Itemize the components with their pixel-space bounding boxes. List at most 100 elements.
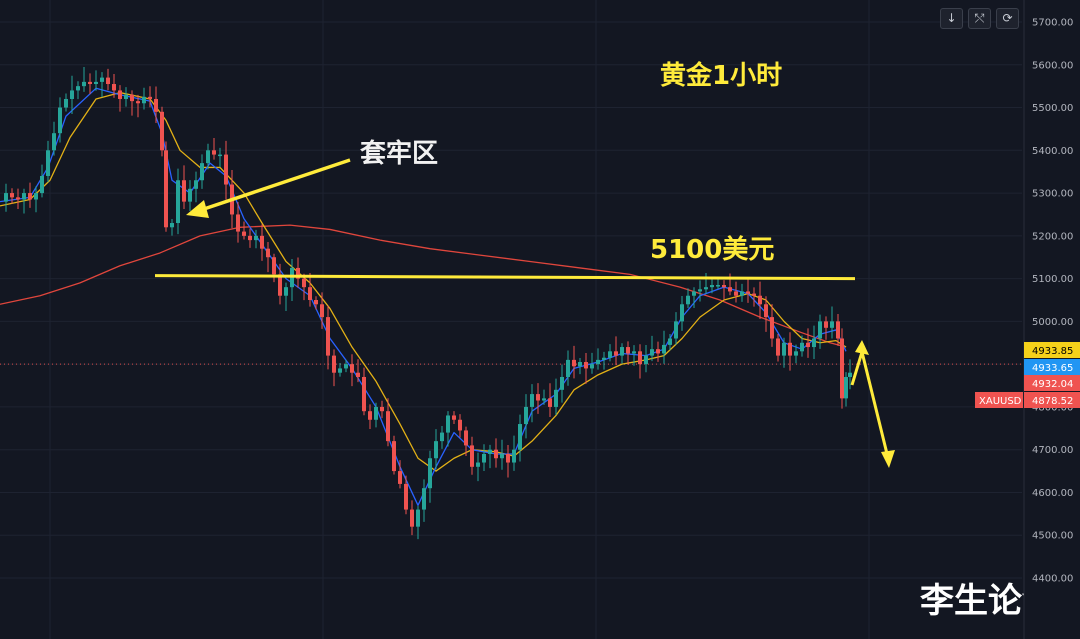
candle-up	[40, 175, 44, 194]
symbol-tag-label: XAUUSD	[979, 396, 1022, 407]
candle-down	[88, 81, 92, 85]
axis-tick-label: 5200.00	[1032, 231, 1073, 242]
candle-up	[416, 509, 420, 527]
price-axis[interactable]: 5700.00 5600.00 5500.00 5400.00 5300.00 5200.…	[1023, 0, 1080, 639]
candle-up	[800, 342, 804, 352]
axis-tick-label: 5000.00	[1032, 317, 1073, 328]
candle-up	[782, 342, 786, 356]
candle-up	[76, 86, 80, 91]
candle-up	[428, 458, 432, 489]
candle-down	[212, 150, 216, 155]
candle-up	[34, 193, 38, 200]
candle-down	[614, 351, 618, 356]
candle-up	[170, 223, 174, 228]
candle-down	[806, 342, 810, 348]
candle-up	[64, 98, 68, 108]
candle-up	[22, 193, 26, 200]
candle-up	[686, 295, 690, 305]
candle-up	[488, 449, 492, 454]
candle-down	[506, 453, 510, 463]
candle-up	[70, 90, 74, 99]
candle-down	[470, 445, 474, 467]
level-5100-line	[154, 274, 856, 281]
candle-down	[106, 77, 110, 85]
candle-down	[266, 248, 270, 258]
candle-down	[764, 304, 768, 318]
candle-up	[794, 351, 798, 356]
candle-up	[698, 289, 702, 292]
candle-up	[704, 287, 708, 290]
candle-up	[632, 351, 636, 354]
trap-arrow-head	[186, 200, 209, 218]
candle-down	[154, 98, 158, 112]
candle-up	[590, 364, 594, 369]
axis-tick-label: 4400.00	[1032, 574, 1073, 585]
axis-tick-label: 4700.00	[1032, 445, 1073, 456]
price-labels: 4933.85 4933.65 4932.04 4878.52 XAUUSD	[975, 342, 1080, 408]
candle-down	[840, 338, 844, 399]
candle-down	[494, 449, 498, 459]
candle-down	[224, 154, 228, 185]
candle-down	[112, 84, 116, 91]
candle-down	[404, 483, 408, 510]
candle-up	[476, 462, 480, 467]
candle-up	[602, 357, 606, 360]
candle-down	[656, 349, 660, 354]
candle-up	[518, 424, 522, 450]
price-label-value: 4878.52	[1032, 396, 1073, 407]
candle-up	[124, 94, 128, 99]
candle-up	[578, 362, 582, 367]
ma-slow-line	[0, 224, 847, 348]
forecast-arrow-down-head	[881, 450, 895, 468]
candle-up	[4, 193, 8, 202]
candle-up	[254, 235, 258, 241]
axis-tick-label: 5500.00	[1032, 103, 1073, 114]
candle-up	[338, 368, 342, 373]
candle-down	[536, 394, 540, 401]
price-label-box	[1024, 375, 1080, 391]
candle-down	[118, 90, 122, 99]
candle-down	[320, 304, 324, 318]
candle-down	[308, 287, 312, 300]
reset-view-icon[interactable]: ⟳	[996, 8, 1019, 29]
candle-up	[740, 291, 744, 296]
candle-down	[398, 471, 402, 484]
candle-down	[584, 362, 588, 369]
scroll-down-icon[interactable]: ↓	[940, 8, 963, 29]
fullscreen-icon[interactable]: ⤲	[968, 8, 991, 29]
candle-up	[374, 406, 378, 420]
candle-up	[344, 364, 348, 369]
level-label: 5100美元	[650, 234, 774, 265]
candle-down	[160, 111, 164, 151]
forecast-arrow-up-head	[855, 340, 869, 355]
candle-down	[28, 193, 32, 200]
candle-down	[626, 347, 630, 354]
candle-up	[560, 376, 564, 390]
price-label-box	[1024, 359, 1080, 375]
candle-down	[296, 267, 300, 279]
candle-up	[848, 372, 852, 377]
candle-down	[260, 235, 264, 249]
candle-down	[182, 180, 186, 202]
candle-up	[58, 107, 62, 134]
candle-down	[272, 257, 276, 275]
candle-down	[458, 419, 462, 431]
candlesticks	[4, 67, 852, 540]
candle-down	[248, 235, 252, 241]
trap-arrow-shaft	[194, 158, 351, 214]
candle-up	[812, 338, 816, 348]
candle-down	[728, 287, 732, 292]
candle-down	[386, 411, 390, 442]
symbol-tag-bg	[975, 392, 1023, 408]
candle-up	[422, 488, 426, 510]
candle-down	[752, 293, 756, 296]
candle-up	[844, 376, 848, 399]
candle-up	[176, 180, 180, 224]
trap-zone-label: 套牢区	[360, 138, 438, 169]
candle-down	[464, 430, 468, 446]
candle-down	[788, 342, 792, 356]
axis-background	[1024, 0, 1080, 639]
candle-up	[674, 321, 678, 339]
chart-toolbar: ↓ ⤲ ⟳	[940, 8, 1019, 29]
